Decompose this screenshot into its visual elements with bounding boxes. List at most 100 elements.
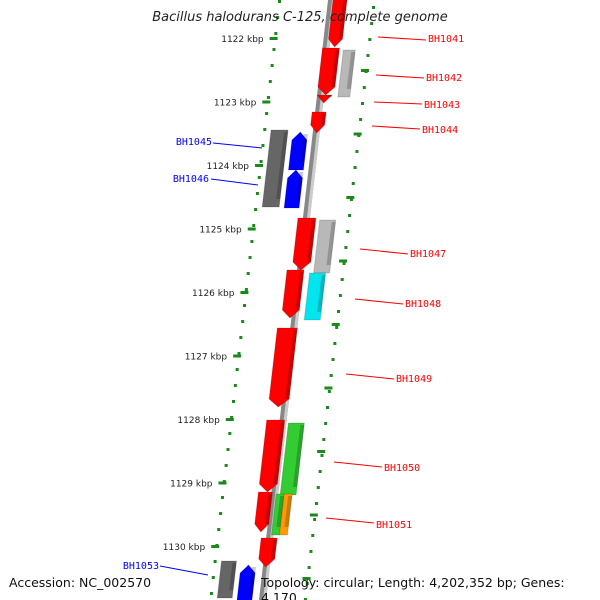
- gene-feature[interactable]: [268, 327, 298, 408]
- map-title: Bacillus halodurans C-125, complete geno…: [152, 10, 448, 25]
- scale-dot: [349, 198, 353, 201]
- scale-dot: [331, 358, 335, 361]
- gene-shade: [229, 563, 237, 590]
- gene-label-bh1046[interactable]: BH1046: [173, 174, 209, 185]
- label-connector: [210, 178, 259, 186]
- scale-dot: [259, 160, 263, 163]
- gene-feature[interactable]: [316, 94, 334, 104]
- gene-feature[interactable]: [258, 419, 286, 493]
- scale-dot: [217, 528, 221, 531]
- scale-dot: [266, 96, 270, 99]
- scale-dot: [248, 256, 252, 259]
- scale-dot: [316, 486, 320, 489]
- scale-dot: [243, 304, 247, 307]
- scale-dot: [244, 288, 248, 291]
- gene-label-bh1042[interactable]: BH1042: [426, 73, 462, 84]
- scale-dot: [303, 598, 307, 600]
- gene-feature[interactable]: [292, 217, 317, 271]
- tick-mark: [331, 323, 340, 326]
- gene-label-bh1053[interactable]: BH1053: [123, 561, 159, 572]
- tick-label: 1126 kbp: [192, 289, 235, 299]
- tick-mark: [233, 354, 242, 358]
- gene-feature[interactable]: [327, 0, 348, 48]
- tick-label: 1130 kbp: [163, 543, 206, 553]
- gene-feature[interactable]: [279, 422, 305, 496]
- gene-feature[interactable]: [283, 169, 304, 209]
- gene-shade: [306, 220, 316, 262]
- gene-label-bh1049[interactable]: BH1049: [396, 374, 432, 385]
- scale-dot: [326, 406, 329, 409]
- label-connector: [212, 142, 263, 149]
- gene-label-bh1051[interactable]: BH1051: [376, 520, 412, 531]
- gene-feature[interactable]: [254, 491, 273, 533]
- scale-dot: [276, 16, 280, 19]
- gene-feature[interactable]: [258, 537, 278, 568]
- gene-feature[interactable]: [278, 493, 293, 536]
- gene-feature[interactable]: [317, 47, 341, 96]
- scale-dot: [353, 166, 357, 169]
- scale-dot: [241, 320, 245, 323]
- tick-label: 1128 kbp: [177, 416, 220, 426]
- scale-dot: [309, 550, 313, 553]
- scale-dot: [228, 432, 232, 435]
- scale-dot: [318, 470, 322, 473]
- tick-label: 1129 kbp: [170, 480, 213, 490]
- gene-feature[interactable]: [216, 560, 238, 599]
- scale-dot: [305, 582, 309, 585]
- gene-feature[interactable]: [261, 129, 289, 208]
- scale-dot: [270, 64, 274, 67]
- scale-dot: [226, 448, 230, 451]
- gene-shade: [326, 222, 336, 265]
- tick-mark: [360, 69, 369, 72]
- label-connector: [377, 36, 427, 41]
- gene-label-bh1041[interactable]: BH1041: [428, 34, 464, 45]
- scale-dot: [355, 150, 359, 153]
- scale-dot: [252, 224, 256, 227]
- gene-feature[interactable]: [236, 564, 256, 600]
- scale-dot: [239, 336, 243, 339]
- scale-dot: [320, 454, 324, 457]
- tick-mark: [339, 259, 348, 263]
- gene-label-bh1044[interactable]: BH1044: [422, 125, 458, 136]
- tick-mark: [240, 291, 249, 294]
- scale-dot: [274, 32, 278, 35]
- gene-feature[interactable]: [337, 49, 356, 98]
- scale-dot: [346, 230, 350, 233]
- scale-dot: [324, 422, 328, 425]
- gene-shade: [264, 494, 273, 524]
- scale-dot: [272, 48, 276, 51]
- label-connector: [354, 298, 404, 305]
- scale-dot: [337, 310, 341, 313]
- gene-shade: [330, 50, 340, 87]
- gene-shade: [285, 330, 298, 399]
- scale-dot: [362, 86, 366, 89]
- gene-label-bh1050[interactable]: BH1050: [384, 463, 420, 474]
- gene-shade: [273, 422, 285, 484]
- label-connector: [345, 373, 395, 380]
- gene-feature[interactable]: [303, 272, 327, 321]
- scale-dot: [340, 278, 344, 281]
- gene-label-bh1045[interactable]: BH1045: [176, 137, 212, 148]
- gene-label-bh1043[interactable]: BH1043: [424, 100, 460, 111]
- scale-dot: [370, 22, 374, 25]
- gene-feature[interactable]: [281, 269, 305, 319]
- scale-dot: [351, 182, 355, 185]
- label-connector: [375, 74, 425, 79]
- scale-dot: [235, 368, 239, 371]
- gene-feature[interactable]: [310, 111, 327, 134]
- tick-mark: [309, 513, 318, 517]
- scale-dot: [359, 118, 363, 121]
- label-connector: [325, 517, 375, 524]
- tick-mark: [269, 37, 278, 40]
- gene-shade: [276, 132, 289, 199]
- gene-label-bh1047[interactable]: BH1047: [410, 249, 446, 260]
- gene-shade: [270, 540, 278, 559]
- tick-mark: [211, 545, 220, 548]
- gene-shade: [300, 134, 308, 162]
- gene-label-bh1048[interactable]: BH1048: [405, 299, 441, 310]
- label-connector: [359, 248, 409, 255]
- scale-dot: [220, 496, 224, 499]
- gene-feature[interactable]: [313, 219, 337, 274]
